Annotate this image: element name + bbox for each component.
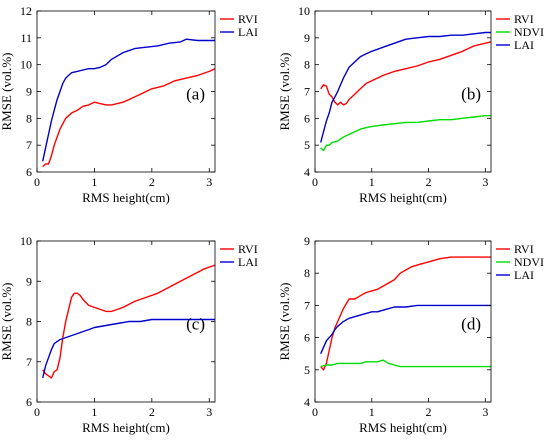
y-tick-label: 8 bbox=[304, 266, 310, 280]
x-tick-label: 3 bbox=[206, 175, 212, 189]
y-tick-label: 5 bbox=[304, 363, 310, 377]
series-line-rvi bbox=[320, 41, 492, 106]
y-tick-label: 7 bbox=[26, 355, 32, 369]
panel-label: (b) bbox=[461, 85, 481, 104]
y-axis-label: RMSE (vol.%) bbox=[277, 53, 292, 131]
x-axis-label: RMS height(cm) bbox=[82, 190, 170, 205]
y-tick-label: 11 bbox=[20, 31, 32, 45]
x-tick-label: 1 bbox=[369, 405, 375, 419]
legend-label-lai: LAI bbox=[238, 25, 258, 39]
legend-label-lai: LAI bbox=[514, 38, 534, 52]
x-tick-label: 2 bbox=[149, 175, 155, 189]
series-line-rvi bbox=[42, 264, 216, 379]
y-tick-label: 8 bbox=[26, 315, 32, 329]
y-tick-label: 7 bbox=[26, 138, 32, 152]
y-tick-label: 6 bbox=[304, 111, 310, 125]
y-tick-label: 6 bbox=[26, 165, 32, 179]
x-tick-label: 3 bbox=[482, 175, 488, 189]
x-tick-label: 1 bbox=[91, 405, 97, 419]
x-tick-label: 3 bbox=[206, 405, 212, 419]
y-tick-label: 9 bbox=[26, 85, 32, 99]
y-tick-label: 6 bbox=[26, 395, 32, 409]
x-tick-label: 0 bbox=[34, 175, 40, 189]
legend-label-rvi: RVI bbox=[238, 12, 258, 26]
y-tick-label: 7 bbox=[304, 298, 310, 312]
chart-panel-2: 0 1 2 3 4 5 6 7 8 9 10 RMS height(cm) RMSE (vol.%) (b… bbox=[277, 4, 544, 205]
y-tick-label: 10 bbox=[298, 4, 310, 18]
y-tick-label: 8 bbox=[304, 58, 310, 72]
legend-label-lai: LAI bbox=[514, 268, 534, 282]
y-tick-label: 9 bbox=[304, 31, 310, 45]
chart-panel-4: 0 1 2 3 4 5 6 7 8 9 RMS height(cm) RMSE (vol.%) (d) R… bbox=[277, 234, 544, 435]
panel-label: (a) bbox=[186, 85, 205, 104]
panel-label: (d) bbox=[461, 315, 481, 334]
series-line-ndvi bbox=[320, 114, 491, 152]
x-tick-label: 2 bbox=[426, 405, 432, 419]
legend-label-ndvi: NDVI bbox=[514, 25, 544, 39]
x-axis-label: RMS height(cm) bbox=[359, 190, 447, 205]
x-tick-label: 0 bbox=[34, 405, 40, 419]
x-tick-label: 1 bbox=[369, 175, 375, 189]
series-line-lai bbox=[320, 31, 491, 143]
y-axis-label: RMSE (vol.%) bbox=[277, 283, 292, 361]
chart-panel-3: 0 1 2 3 6 7 8 9 10 RMS height(cm) RMSE (vol.%) (c) R… bbox=[0, 234, 258, 435]
x-tick-label: 0 bbox=[312, 405, 318, 419]
y-tick-label: 7 bbox=[304, 85, 310, 99]
x-tick-label: 3 bbox=[482, 405, 488, 419]
y-tick-label: 10 bbox=[20, 58, 32, 72]
series-line-rvi bbox=[42, 68, 216, 168]
legend-label-lai: LAI bbox=[238, 255, 258, 269]
y-axis-label: RMSE (vol.%) bbox=[0, 283, 14, 361]
series-line-lai bbox=[42, 38, 215, 162]
y-tick-label: 12 bbox=[20, 4, 32, 18]
y-tick-label: 8 bbox=[26, 111, 32, 125]
plot-frame bbox=[314, 240, 492, 403]
y-axis-label: RMSE (vol.%) bbox=[0, 53, 14, 131]
y-tick-label: 6 bbox=[304, 331, 310, 345]
y-tick-label: 9 bbox=[26, 274, 32, 288]
legend-label-rvi: RVI bbox=[514, 12, 534, 26]
series-line-ndvi bbox=[320, 359, 491, 368]
y-tick-label: 4 bbox=[304, 395, 310, 409]
x-tick-label: 1 bbox=[91, 175, 97, 189]
x-axis-label: RMS height(cm) bbox=[359, 420, 447, 435]
legend-label-ndvi: NDVI bbox=[514, 255, 544, 269]
x-tick-label: 2 bbox=[149, 405, 155, 419]
legend-label-rvi: RVI bbox=[514, 242, 534, 256]
legend-label-rvi: RVI bbox=[238, 242, 258, 256]
x-tick-label: 0 bbox=[312, 175, 318, 189]
y-tick-label: 9 bbox=[304, 234, 310, 248]
y-tick-label: 4 bbox=[304, 165, 310, 179]
series-line-rvi bbox=[320, 256, 491, 371]
y-tick-label: 5 bbox=[304, 138, 310, 152]
y-tick-label: 10 bbox=[20, 234, 32, 248]
series-line-lai bbox=[42, 318, 215, 379]
series-line-lai bbox=[320, 304, 491, 354]
panel-label: (c) bbox=[186, 315, 205, 334]
x-axis-label: RMS height(cm) bbox=[82, 420, 170, 435]
x-tick-label: 2 bbox=[426, 175, 432, 189]
